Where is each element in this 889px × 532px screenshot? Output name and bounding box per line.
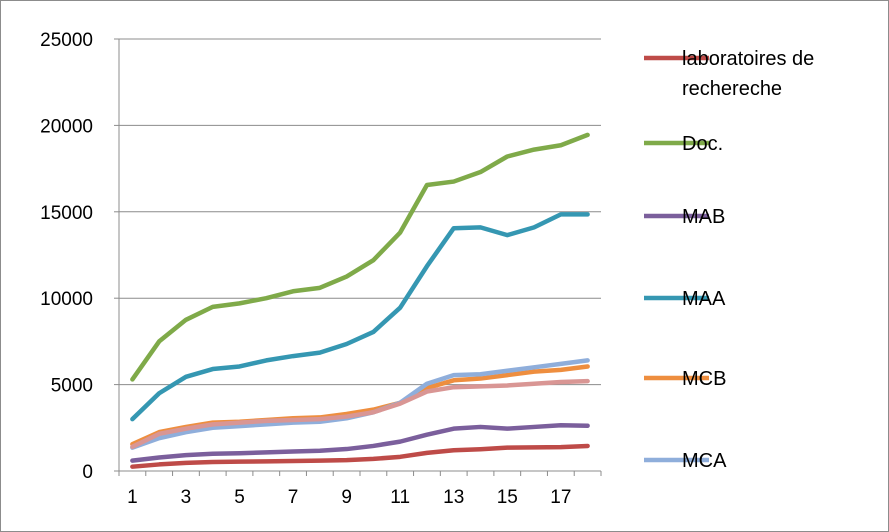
y-tick-label-0: 0: [82, 462, 93, 483]
x-tick-label-1: 1: [127, 487, 138, 508]
legend-item-laboratoires: laboratoires de rechereche: [644, 48, 814, 100]
series-line-unlabeled-6: [130, 378, 590, 450]
series-line-laboratoires: [130, 443, 590, 469]
y-tick-label-5000: 5000: [51, 376, 93, 397]
series-line-mcb: [130, 364, 590, 447]
x-tick-label-5: 5: [234, 487, 245, 508]
series-line-mab: [130, 422, 590, 463]
legend-label-mcb: MCB: [682, 368, 726, 390]
legend-label-mca: MCA: [682, 450, 727, 472]
series-lines: [130, 132, 590, 469]
x-tick-label-15: 15: [497, 487, 518, 508]
y-tick-label-20000: 20000: [40, 116, 93, 137]
legend-label-doc: Doc.: [682, 133, 723, 155]
legend: laboratoires de rechereche Doc. MAB MAA M…: [644, 48, 814, 472]
x-tick-label-13: 13: [443, 487, 464, 508]
x-tick-label-3: 3: [181, 487, 192, 508]
legend-item-mca: MCA: [644, 450, 727, 472]
legend-item-doc: Doc.: [644, 133, 723, 155]
legend-item-mcb: MCB: [644, 368, 726, 390]
y-tick-labels: 0 5000 10000 15000 20000 25000: [40, 30, 119, 483]
gridlines: [119, 38, 601, 386]
y-tick-label-15000: 15000: [40, 203, 93, 224]
legend-label-line-2: rechereche: [682, 78, 782, 100]
legend-label-mab: MAB: [682, 206, 725, 228]
x-tick-label-7: 7: [288, 487, 299, 508]
x-tick-label-9: 9: [341, 487, 352, 508]
x-tick-label-17: 17: [550, 487, 571, 508]
legend-label-maa: MAA: [682, 288, 726, 310]
legend-item-maa: MAA: [644, 288, 726, 310]
y-tick-label-10000: 10000: [40, 289, 93, 310]
legend-item-mab: MAB: [644, 206, 725, 228]
x-tick-label-11: 11: [390, 487, 410, 508]
legend-label-line-1: laboratoires de: [682, 48, 814, 70]
axes: [118, 39, 601, 472]
legend-label-laboratoires: laboratoires de rechereche: [682, 48, 814, 100]
series-line-maa: [130, 212, 590, 422]
y-tick-label-25000: 25000: [40, 30, 93, 51]
series-line-doc: [130, 132, 590, 382]
x-tick-labels: 1 3 5 7 9 11 13 15 17: [118, 471, 602, 508]
